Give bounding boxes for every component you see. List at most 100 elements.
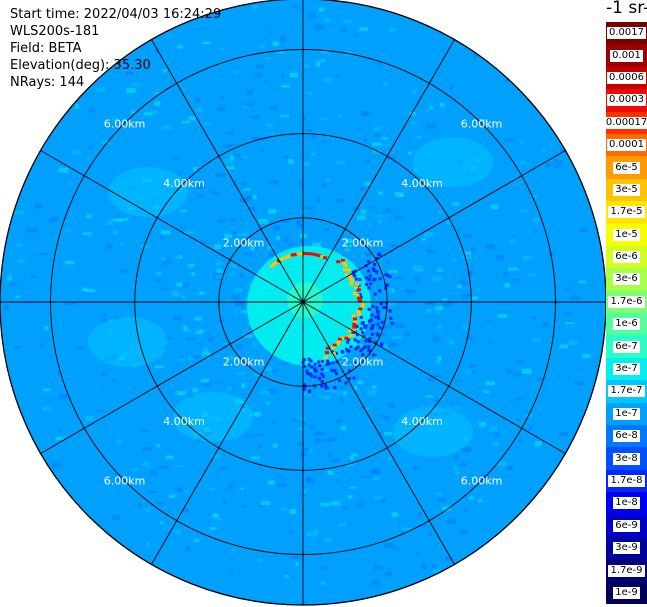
texture-speck — [395, 323, 405, 328]
field-name: Field: BETA — [10, 41, 82, 56]
texture-speck — [370, 115, 379, 119]
hotspot-cell — [343, 264, 348, 268]
colorbar-label: 1.7e-5 — [608, 206, 645, 219]
texture-speck — [482, 440, 488, 443]
texture-speck — [65, 229, 72, 232]
texture-speck — [265, 123, 273, 127]
texture-speck — [182, 296, 186, 299]
texture-speck — [148, 491, 158, 494]
texture-speck — [332, 533, 339, 536]
texture-speck — [38, 253, 49, 256]
texture-speck — [514, 373, 524, 377]
texture-speck — [81, 287, 87, 291]
noise-speck — [384, 305, 388, 309]
hotspot-cell — [331, 352, 336, 356]
colorbar-swatch: 1.7e-5 — [606, 201, 647, 224]
texture-speck — [402, 527, 411, 531]
texture-speck — [245, 210, 254, 214]
colorbar-label: 6e-5 — [613, 161, 640, 174]
noise-speck — [307, 363, 311, 367]
hotspot-cell — [282, 256, 287, 260]
texture-speck — [568, 319, 572, 323]
texture-speck — [194, 442, 201, 447]
texture-speck — [240, 505, 247, 508]
texture-speck — [159, 521, 164, 524]
texture-speck — [366, 206, 374, 209]
nrays: NRays: 144 — [10, 75, 85, 90]
texture-speck — [229, 218, 236, 222]
texture-speck — [270, 421, 275, 425]
texture-speck — [35, 171, 41, 176]
texture-speck — [433, 375, 441, 378]
texture-speck — [130, 111, 137, 114]
texture-speck — [468, 296, 479, 300]
texture-speck — [217, 220, 226, 223]
texture-speck — [58, 249, 66, 252]
texture-speck — [296, 223, 303, 228]
texture-speck — [411, 52, 419, 57]
texture-speck — [579, 228, 589, 233]
hotspot-cell — [305, 252, 310, 256]
texture-speck — [197, 184, 206, 189]
noise-speck — [303, 364, 306, 368]
texture-speck — [258, 219, 269, 224]
texture-speck — [85, 368, 93, 374]
texture-speck — [162, 69, 167, 73]
noise-speck — [309, 359, 313, 363]
texture-speck — [112, 218, 123, 222]
texture-speck — [260, 149, 264, 152]
hotspot-cell — [336, 340, 341, 344]
texture-speck — [136, 153, 145, 158]
texture-speck — [233, 231, 238, 235]
hotspot-cell — [349, 334, 354, 338]
texture-speck — [469, 364, 477, 368]
colorbar-label: 0.0003 — [607, 94, 646, 107]
texture-speck — [237, 49, 245, 53]
texture-speck — [86, 214, 92, 219]
texture-speck — [338, 114, 342, 119]
texture-speck — [385, 348, 393, 354]
texture-speck — [367, 223, 372, 226]
texture-speck — [233, 71, 237, 75]
texture-speck — [272, 41, 279, 46]
texture-speck — [258, 44, 265, 49]
azimuth-spoke — [151, 301, 304, 565]
texture-speck — [214, 277, 223, 280]
texture-speck — [112, 117, 119, 123]
colorbar-swatch: 1e-7 — [606, 402, 647, 426]
noise-speck — [359, 315, 363, 319]
texture-speck — [326, 371, 337, 376]
texture-speck — [295, 416, 306, 420]
texture-speck — [212, 513, 219, 518]
hotspot-cell — [332, 343, 337, 347]
texture-speck — [202, 355, 211, 359]
texture-speck — [386, 302, 396, 307]
texture-speck — [289, 72, 299, 78]
texture-speck — [107, 243, 113, 249]
texture-speck — [541, 322, 549, 328]
texture-speck — [409, 171, 417, 174]
texture-speck — [239, 228, 244, 233]
texture-speck — [385, 208, 391, 213]
colorbar-label: 0.0017 — [607, 27, 646, 40]
noise-speck — [324, 386, 328, 390]
texture-speck — [409, 111, 416, 116]
texture-speck — [111, 231, 119, 235]
texture-speck — [142, 462, 151, 467]
texture-speck — [231, 295, 240, 299]
texture-speck — [287, 530, 294, 534]
texture-speck — [281, 361, 288, 365]
hotspot-cell — [348, 274, 353, 278]
texture-speck — [250, 246, 255, 251]
texture-speck — [236, 344, 243, 349]
noise-speck — [333, 386, 337, 390]
texture-speck — [373, 476, 380, 480]
colorbar-swatch: 1e-6 — [606, 313, 647, 336]
range-ring-label: 4.00km — [163, 177, 205, 190]
texture-speck — [53, 319, 58, 322]
texture-speck — [504, 138, 515, 142]
colorbar-label: 6e-9 — [613, 519, 640, 532]
texture-speck — [425, 359, 429, 365]
texture-speck — [364, 212, 368, 215]
texture-speck — [372, 546, 379, 549]
